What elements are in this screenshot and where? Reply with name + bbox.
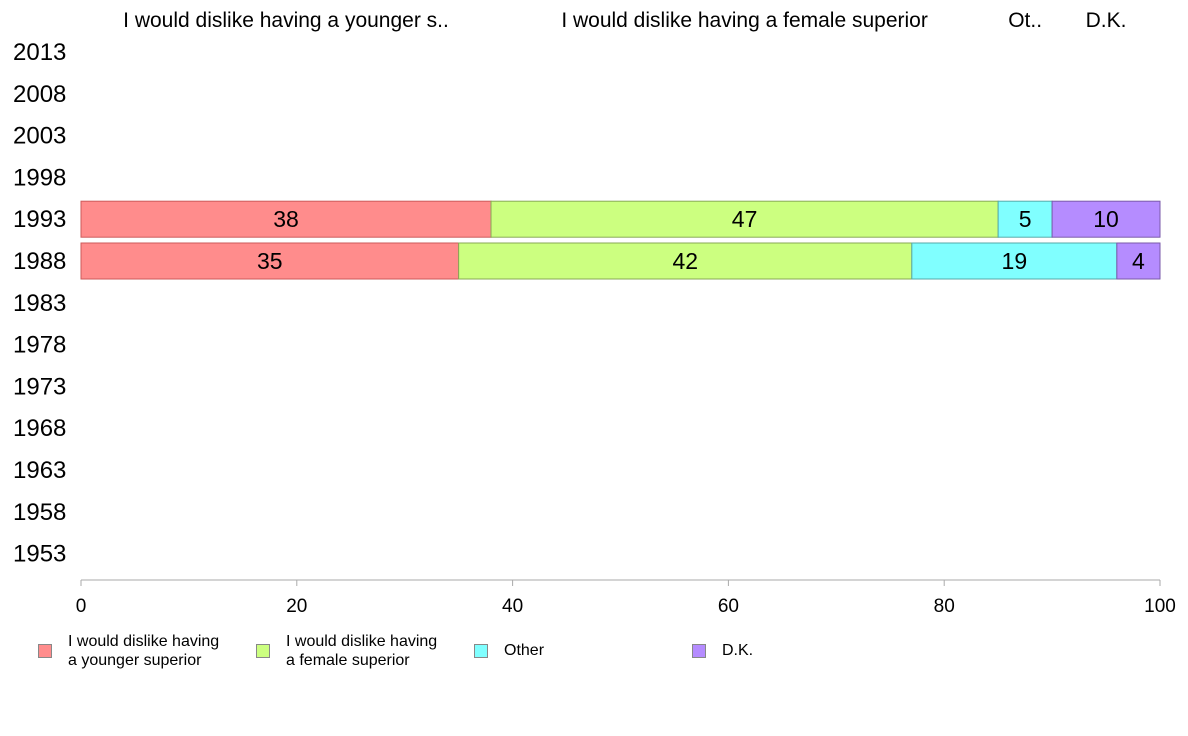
data-label: 10 <box>1093 206 1119 232</box>
column-header: I would dislike having a younger s.. <box>123 9 449 32</box>
bar-segment <box>458 242 913 280</box>
x-tick-label: 80 <box>934 596 955 617</box>
year-label: 2008 <box>13 81 66 108</box>
bar-segment <box>997 200 1053 238</box>
bar-segment <box>490 200 999 238</box>
year-label: 1978 <box>13 332 66 359</box>
year-label: 2013 <box>13 39 66 66</box>
data-label: 35 <box>257 248 283 274</box>
year-label: 1993 <box>13 206 66 233</box>
x-tick-label: 40 <box>502 596 523 617</box>
x-tick-label: 20 <box>286 596 307 617</box>
column-header: I would dislike having a female superior <box>561 9 928 32</box>
legend-swatch-younger <box>38 644 52 658</box>
data-label: 42 <box>672 248 698 274</box>
x-tick-label: 60 <box>718 596 739 617</box>
legend-swatch-other <box>474 644 488 658</box>
legend: I would dislike having a younger superio… <box>38 632 1138 682</box>
bar-segment <box>80 242 460 280</box>
year-label: 2003 <box>13 123 66 150</box>
data-label: 4 <box>1132 248 1145 274</box>
legend-swatch-female <box>256 644 270 658</box>
year-label: 1983 <box>13 290 66 317</box>
x-axis: 0 20 40 60 80 100 <box>76 579 1176 617</box>
data-label: 19 <box>1002 248 1028 274</box>
legend-label-female: I would dislike having a female superior <box>286 633 438 669</box>
data-label: 5 <box>1019 206 1032 232</box>
legend-label-younger: I would dislike having a younger superio… <box>68 633 220 669</box>
year-label: 1963 <box>13 457 66 484</box>
bar-segment <box>1051 200 1161 238</box>
year-label: 1968 <box>13 415 66 442</box>
column-header: D.K. <box>1086 9 1127 32</box>
column-header: Ot.. <box>1008 9 1042 32</box>
year-label: 1953 <box>13 541 66 568</box>
legend-label-other: Other <box>504 642 545 659</box>
year-label: 1998 <box>13 164 66 191</box>
legend-item-younger: I would dislike having a younger superio… <box>38 632 219 670</box>
legend-swatch-dk <box>692 644 706 658</box>
bar-segment <box>80 200 492 238</box>
legend-label-dk: D.K. <box>722 642 754 659</box>
legend-item-other: Other <box>474 632 544 660</box>
column-headers: I would dislike having a younger s.. I wo… <box>123 9 1126 32</box>
bar-segment <box>911 242 1118 280</box>
x-tick-label: 100 <box>1144 596 1176 617</box>
year-label: 1958 <box>13 499 66 526</box>
year-labels: 2013 2008 2003 1998 1993 1988 1983 1978 1973 1968… <box>13 39 66 568</box>
data-label: 47 <box>732 206 758 232</box>
bars: 38 47 5 10 35 42 19 4 <box>80 200 1161 280</box>
data-label: 38 <box>273 206 299 232</box>
legend-item-dk: D.K. <box>692 632 753 660</box>
legend-item-female: I would dislike having a female superior <box>256 632 437 670</box>
year-label: 1988 <box>13 248 66 275</box>
x-tick-label: 0 <box>76 596 87 617</box>
bar-segment <box>1116 242 1161 280</box>
year-label: 1973 <box>13 373 66 400</box>
